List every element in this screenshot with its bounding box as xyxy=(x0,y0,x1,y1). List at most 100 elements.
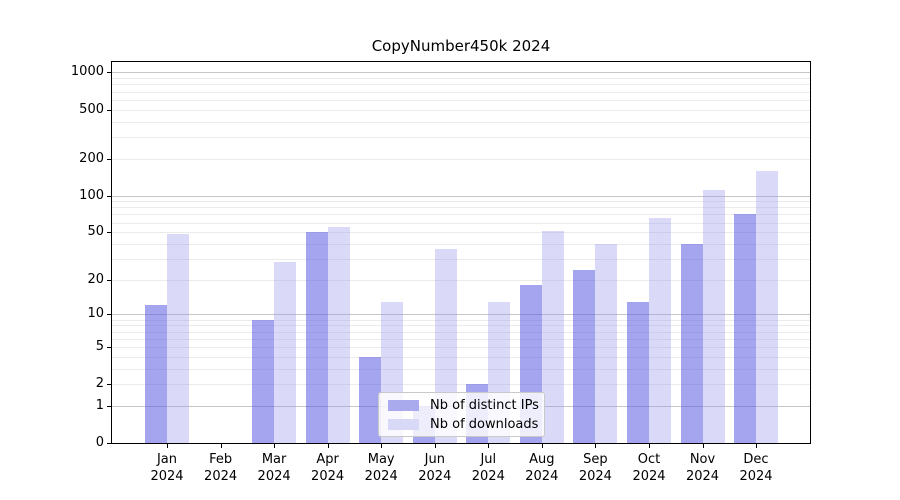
y-tick-2 xyxy=(107,384,111,386)
y-tick-10 xyxy=(107,314,111,316)
y-tick-1000 xyxy=(107,72,111,74)
gridline-minor-8 xyxy=(112,325,810,327)
year-label: 2024 xyxy=(418,469,452,484)
x-tick-dec xyxy=(756,444,757,448)
year-label: 2024 xyxy=(685,469,720,484)
y-tick-label-50: 50 xyxy=(87,224,104,240)
x-tick-label-feb: Feb 2024 xyxy=(189,451,253,485)
x-tick-label-oct: Oct 2024 xyxy=(617,451,681,485)
gridline-minor-60 xyxy=(112,222,810,224)
year-label: 2024 xyxy=(525,469,559,484)
x-tick-jul xyxy=(488,444,490,448)
y-tick-20 xyxy=(107,279,111,281)
y-tick-5 xyxy=(107,346,111,348)
bar-nov-distinct-ips xyxy=(680,243,703,443)
month-label: Jun xyxy=(424,452,445,467)
bar-aug-downloads xyxy=(541,231,564,443)
y-tick-label-0: 0 xyxy=(95,435,104,450)
year-label: 2024 xyxy=(578,469,612,484)
x-tick-label-apr: Apr 2024 xyxy=(296,451,360,485)
bar-apr-distinct-ips xyxy=(305,232,328,443)
x-tick-label-jun: Jun 2024 xyxy=(403,451,467,485)
y-tick-label-1000: 1000 xyxy=(70,64,104,80)
gridline-minor-600 xyxy=(112,99,810,101)
x-tick-sep xyxy=(595,444,597,448)
gridline-minor-6 xyxy=(112,338,810,340)
x-tick-may xyxy=(381,444,383,448)
legend-swatch-distinct-ips xyxy=(388,399,419,411)
x-tick-label-jan: Jan 2024 xyxy=(135,451,199,485)
legend-label-downloads: Nb of downloads xyxy=(430,416,539,432)
y-tick-1 xyxy=(107,405,111,407)
month-label: Jan xyxy=(156,452,178,467)
x-tick-label-nov: Nov 2024 xyxy=(671,451,735,485)
month-label: Nov xyxy=(689,452,716,467)
x-tick-label-mar: Mar 2024 xyxy=(242,451,306,485)
y-tick-label-20: 20 xyxy=(87,271,104,287)
gridline-minor-50 xyxy=(112,232,810,234)
bar-sep-distinct-ips xyxy=(573,270,596,443)
gridline-minor-3 xyxy=(112,368,810,370)
gridline-minor-80 xyxy=(112,207,810,209)
gridline-minor-900 xyxy=(112,78,810,80)
gridline-minor-200 xyxy=(112,158,810,160)
y-tick-label-2: 2 xyxy=(95,376,104,392)
y-tick-label-5: 5 xyxy=(95,338,104,354)
bar-may-distinct-ips xyxy=(359,356,382,443)
gridline-minor-500 xyxy=(112,109,810,111)
month-label: Jul xyxy=(480,452,497,467)
year-label: 2024 xyxy=(257,469,291,484)
legend-swatch-downloads xyxy=(388,418,419,430)
legend: Nb of distinct IPs Nb of downloads xyxy=(378,392,545,437)
gridline-minor-4 xyxy=(112,356,810,358)
x-tick-oct xyxy=(649,444,650,448)
month-label: Feb xyxy=(209,452,233,467)
gridline-minor-90 xyxy=(112,201,810,203)
gridline-major-10 xyxy=(112,314,810,316)
x-tick-nov xyxy=(702,444,704,448)
year-label: 2024 xyxy=(739,469,773,484)
chart-title: CopyNumber450k 2024 xyxy=(371,37,551,55)
gridline-major-1000 xyxy=(112,72,810,74)
month-label: Aug xyxy=(529,452,555,467)
x-tick-mar xyxy=(274,444,276,448)
y-tick-label-1: 1 xyxy=(95,397,104,413)
gridline-minor-400 xyxy=(112,121,810,123)
year-label: 2024 xyxy=(311,469,345,484)
year-label: 2024 xyxy=(364,469,398,484)
bar-mar-distinct-ips xyxy=(252,319,275,443)
legend-row-downloads: Nb of downloads xyxy=(388,416,539,432)
gridline-major-100 xyxy=(112,195,810,197)
y-tick-label-500: 500 xyxy=(79,101,104,117)
year-label: 2024 xyxy=(150,469,184,484)
month-label: May xyxy=(367,452,395,467)
x-tick-jun xyxy=(434,444,436,448)
bar-nov-downloads xyxy=(702,190,725,443)
bar-mar-downloads xyxy=(274,262,297,443)
x-tick-aug xyxy=(541,444,543,448)
gridline-minor-20 xyxy=(112,279,810,281)
gridline-minor-5 xyxy=(112,346,810,348)
year-label: 2024 xyxy=(632,469,666,484)
legend-label-distinct-ips: Nb of distinct IPs xyxy=(430,397,539,413)
bar-dec-distinct-ips xyxy=(734,214,756,443)
x-tick-label-dec: Dec 2024 xyxy=(724,451,788,485)
bar-oct-downloads xyxy=(649,218,671,443)
gridline-minor-9 xyxy=(112,319,810,321)
gridline-minor-700 xyxy=(112,91,810,93)
y-tick-200 xyxy=(107,158,111,160)
x-tick-feb xyxy=(220,444,222,448)
gridline-minor-70 xyxy=(112,214,810,216)
bar-jan-distinct-ips xyxy=(145,305,167,443)
gridline-minor-2 xyxy=(112,384,810,386)
legend-row-distinct-ips: Nb of distinct IPs xyxy=(388,398,539,413)
bar-sep-downloads xyxy=(595,243,618,443)
y-tick-50 xyxy=(107,232,111,234)
x-tick-label-may: May 2024 xyxy=(349,451,413,485)
y-tick-label-100: 100 xyxy=(79,187,104,203)
x-tick-label-jul: Jul 2024 xyxy=(456,451,520,485)
gridline-minor-7 xyxy=(112,331,810,333)
month-label: Oct xyxy=(637,452,661,467)
x-tick-label-sep: Sep 2024 xyxy=(563,451,627,485)
y-tick-0 xyxy=(107,443,111,444)
